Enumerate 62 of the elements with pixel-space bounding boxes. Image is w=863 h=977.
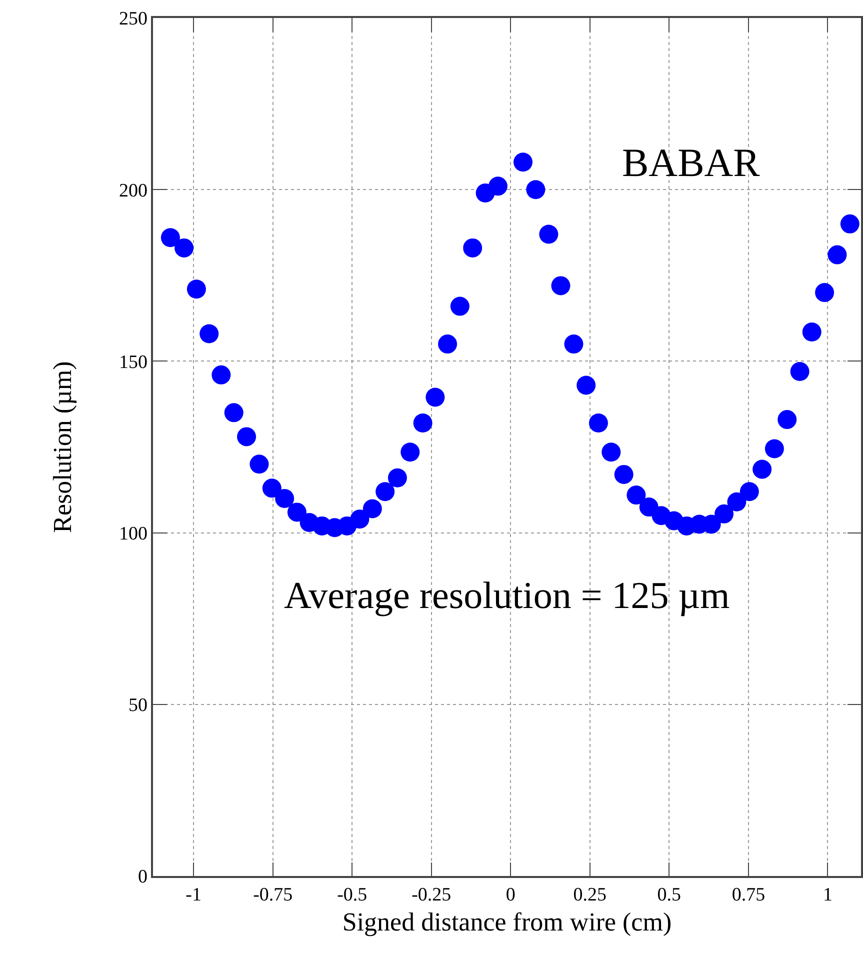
x-tick-label: -0.75	[253, 884, 293, 906]
point	[262, 478, 282, 498]
x-tick-label: -0.5	[337, 884, 368, 906]
x-tick-label: 0.75	[732, 884, 766, 906]
point	[400, 442, 420, 462]
x-tick-label: -1	[186, 884, 202, 906]
point	[727, 492, 746, 512]
point	[614, 464, 634, 484]
point	[362, 499, 382, 518]
point	[714, 504, 734, 524]
point	[463, 238, 482, 258]
point	[790, 362, 810, 381]
point	[576, 376, 596, 395]
point	[588, 413, 608, 432]
y-tick-label: 0	[138, 866, 148, 888]
x-tick-label: 0.5	[657, 884, 682, 906]
point	[186, 280, 206, 299]
point	[764, 439, 784, 458]
point	[413, 413, 432, 432]
point	[828, 245, 847, 264]
y-tick-label: 250	[118, 8, 148, 30]
point	[740, 482, 759, 502]
point	[174, 238, 194, 258]
point	[752, 460, 772, 479]
point	[488, 176, 508, 196]
point	[778, 410, 797, 430]
point	[237, 427, 256, 446]
x-axis-title: Signed distance from wire (cm)	[342, 908, 672, 937]
point	[212, 365, 231, 384]
y-tick-label: 150	[118, 352, 148, 373]
point	[376, 482, 395, 502]
x-tick-label: -0.25	[412, 884, 452, 906]
y-tick-label: 50	[128, 695, 148, 716]
point	[388, 468, 407, 488]
point	[287, 502, 306, 522]
x-tick-label: 1	[822, 884, 832, 906]
point	[626, 486, 646, 505]
point	[426, 388, 445, 407]
y-axis-title: Resolution (µm)	[48, 361, 77, 533]
point	[564, 334, 584, 354]
point	[224, 403, 244, 422]
point	[840, 214, 860, 234]
x-tick-label: 0	[506, 884, 516, 906]
point	[802, 322, 822, 342]
point	[815, 283, 834, 302]
point	[250, 454, 269, 474]
point	[350, 510, 370, 529]
annotation: Average resolution = 125 µm	[284, 575, 730, 617]
point	[450, 296, 470, 316]
point	[275, 488, 294, 508]
point	[526, 180, 546, 200]
point	[539, 224, 558, 244]
point	[514, 152, 533, 172]
y-tick-label: 200	[118, 180, 148, 202]
annotation: BABAR	[622, 140, 760, 185]
point	[551, 276, 570, 296]
point	[438, 334, 458, 354]
x-tick-label: 0.25	[573, 884, 607, 906]
y-tick-label: 100	[118, 523, 148, 544]
point	[200, 324, 219, 344]
point	[602, 442, 621, 462]
point	[160, 228, 180, 248]
